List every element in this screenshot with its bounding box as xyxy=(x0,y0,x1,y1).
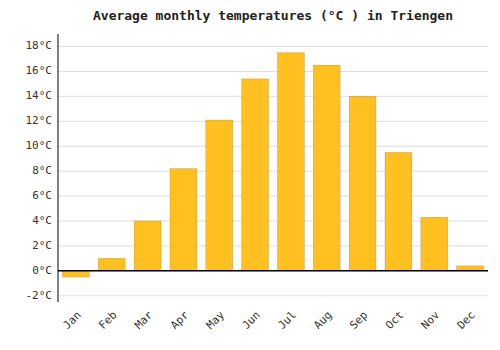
bar xyxy=(62,271,89,277)
x-tick-label: Nov xyxy=(419,308,443,332)
y-axis-line xyxy=(58,34,59,302)
y-tick-label: 16°C xyxy=(26,64,53,77)
bar xyxy=(206,120,233,271)
x-tick-label: Jun xyxy=(240,309,263,332)
chart: -2°C 0°C 2°C 4°C 6°C 8°C 10°C 12°C 14°C 16°C 18°C J… xyxy=(0,0,500,350)
bar xyxy=(277,53,304,271)
y-tick-label: 12°C xyxy=(26,114,53,127)
grid-line xyxy=(58,46,488,47)
y-tick-label: 4°C xyxy=(32,214,52,227)
bar xyxy=(313,65,340,271)
y-tick-label: 6°C xyxy=(32,189,52,202)
grid-line xyxy=(58,295,488,296)
bars xyxy=(62,53,483,277)
y-tick-label: 10°C xyxy=(26,139,53,152)
grid-line xyxy=(58,196,488,197)
y-tick-label: 8°C xyxy=(32,164,52,177)
x-tick-labels: Jan Feb Mar Apr May Jun Jul Aug Sep Oct Nov Dec xyxy=(60,308,477,332)
bar xyxy=(98,258,125,270)
bar xyxy=(134,221,161,271)
x-tick-label: Apr xyxy=(168,308,192,332)
x-tick-label: Jul xyxy=(275,309,298,332)
grid-line xyxy=(58,171,488,172)
y-tick-label: -2°C xyxy=(26,289,53,302)
grid xyxy=(58,46,488,295)
bar xyxy=(421,217,448,271)
bar xyxy=(242,79,269,271)
x-tick-label: May xyxy=(204,308,228,332)
x-tick-label: Oct xyxy=(383,309,406,332)
x-tick-label: Mar xyxy=(132,308,156,332)
grid-line xyxy=(58,146,488,147)
grid-line xyxy=(58,270,488,271)
x-tick-label: Aug xyxy=(311,309,334,332)
x-tick-label: Dec xyxy=(455,309,478,332)
bar xyxy=(349,96,376,271)
y-tick-label: 18°C xyxy=(26,39,53,52)
y-tick-label: 14°C xyxy=(26,89,53,102)
grid-line xyxy=(58,96,488,97)
zero-line xyxy=(58,270,488,272)
y-tick-label: 0°C xyxy=(32,264,52,277)
grid-line xyxy=(58,71,488,72)
y-tick-labels: -2°C 0°C 2°C 4°C 6°C 8°C 10°C 12°C 14°C 16°C 18°C xyxy=(26,39,53,301)
y-tick-label: 2°C xyxy=(32,239,52,252)
bar xyxy=(170,169,197,271)
chart-container: -2°C 0°C 2°C 4°C 6°C 8°C 10°C 12°C 14°C 16°C 18°C J… xyxy=(0,0,500,350)
grid-line xyxy=(58,121,488,122)
x-tick-label: Sep xyxy=(347,309,370,332)
bar xyxy=(385,152,412,270)
x-tick-label: Jan xyxy=(60,309,83,332)
x-tick-label: Feb xyxy=(96,309,119,332)
title: Average monthly temperatures (°C ) in Tr… xyxy=(93,8,453,23)
